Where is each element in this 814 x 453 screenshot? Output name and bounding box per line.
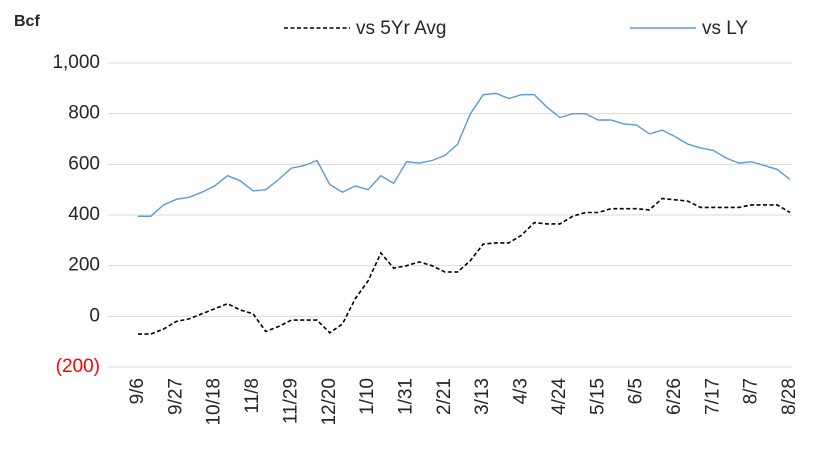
y-tick-label: 400 — [68, 204, 100, 225]
legend-label: vs 5Yr Avg — [356, 18, 446, 39]
y-tick-label: 1,000 — [52, 52, 100, 73]
x-tick-label: 9/6 — [127, 378, 148, 404]
y-tick-label: 200 — [68, 255, 100, 276]
x-tick-label: 8/28 — [779, 378, 800, 415]
y-tick-label: 600 — [68, 153, 100, 174]
x-tick-label: 2/21 — [434, 378, 455, 415]
legend-label: vs LY — [702, 18, 748, 39]
series-line — [138, 92, 791, 218]
series-line — [138, 197, 791, 335]
x-tick-label: 4/3 — [511, 378, 532, 404]
y-axis-title: Bcf — [14, 13, 40, 30]
x-tick-label: 12/20 — [319, 378, 340, 426]
y-tick-label: 800 — [68, 103, 100, 124]
y-tick-label: 0 — [89, 305, 100, 326]
x-tick-label: 6/26 — [664, 378, 685, 415]
x-tick-label: 5/15 — [587, 378, 608, 415]
x-tick-label: 4/24 — [549, 378, 570, 415]
x-tick-label: 3/13 — [472, 378, 493, 415]
x-tick-label: 8/7 — [741, 378, 762, 404]
x-tick-label: 6/5 — [626, 378, 647, 404]
x-tick-label: 10/18 — [204, 378, 225, 426]
x-tick-label: 1/31 — [395, 378, 416, 415]
x-tick-label: 1/10 — [357, 378, 378, 415]
y-tick-label: (200) — [56, 356, 100, 377]
x-tick-label: 7/17 — [702, 378, 723, 415]
x-tick-label: 11/29 — [280, 378, 301, 424]
x-tick-label: 11/8 — [242, 378, 263, 414]
x-tick-label: 9/27 — [165, 378, 186, 415]
